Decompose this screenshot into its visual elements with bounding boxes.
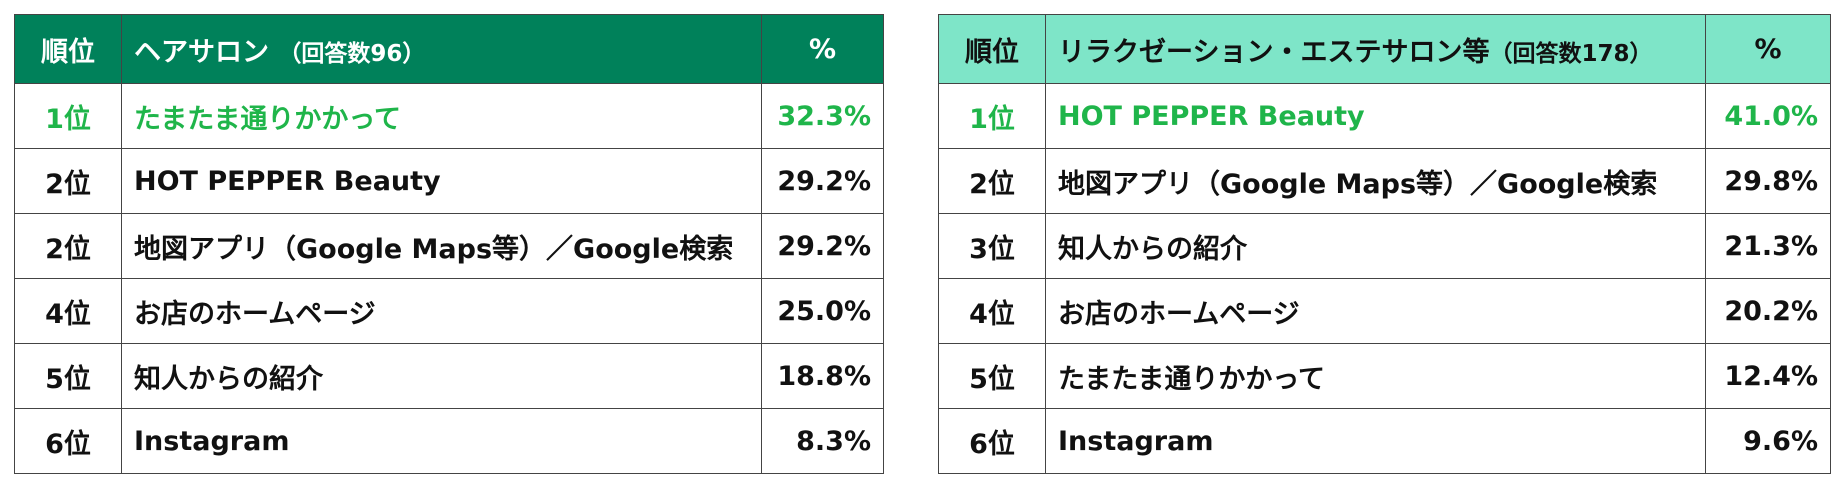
row-rank: 1位 xyxy=(14,83,122,149)
row-source: HOT PEPPER Beauty xyxy=(1045,83,1706,149)
table-row: 3位 知人からの紹介 21.3% xyxy=(938,213,1831,279)
row-percent: 29.2% xyxy=(761,148,884,214)
row-percent: 32.3% xyxy=(761,83,884,149)
row-source: 知人からの紹介 xyxy=(1045,213,1706,279)
table-row: 1位 HOT PEPPER Beauty 41.0% xyxy=(938,83,1831,149)
table-row: 6位 Instagram 9.6% xyxy=(938,408,1831,474)
table-row: 1位 たまたま通りかかって 32.3% xyxy=(14,83,884,149)
header-respondent-count: （回答数178） xyxy=(1489,40,1653,67)
table-row: 5位 たまたま通りかかって 12.4% xyxy=(938,343,1831,409)
header-category-title: ヘアサロン xyxy=(134,36,269,68)
row-percent: 29.2% xyxy=(761,213,884,279)
row-rank: 2位 xyxy=(938,148,1046,214)
table-header-row: 順位 ヘアサロン （回答数96） % xyxy=(14,14,884,84)
row-source: 地図アプリ（Google Maps等）／Google検索 xyxy=(121,213,762,279)
row-rank: 6位 xyxy=(938,408,1046,474)
row-percent: 29.8% xyxy=(1705,148,1831,214)
header-respondent-count: （回答数96） xyxy=(278,40,426,67)
header-category-title: リラクゼーション・エステサロン等 xyxy=(1058,36,1490,68)
row-percent: 9.6% xyxy=(1705,408,1831,474)
row-source: 地図アプリ（Google Maps等）／Google検索 xyxy=(1045,148,1706,214)
header-rank: 順位 xyxy=(938,14,1046,84)
row-rank: 4位 xyxy=(938,278,1046,344)
header-percent: % xyxy=(1705,14,1831,84)
row-percent: 20.2% xyxy=(1705,278,1831,344)
header-percent: % xyxy=(761,14,884,84)
row-source: HOT PEPPER Beauty xyxy=(121,148,762,214)
header-category: ヘアサロン （回答数96） xyxy=(121,14,762,84)
table-row: 4位 お店のホームページ 25.0% xyxy=(14,278,884,344)
row-rank: 2位 xyxy=(14,213,122,279)
row-source: たまたま通りかかって xyxy=(1045,343,1706,409)
row-source: Instagram xyxy=(1045,408,1706,474)
row-rank: 5位 xyxy=(14,343,122,409)
row-percent: 12.4% xyxy=(1705,343,1831,409)
table-row: 2位 HOT PEPPER Beauty 29.2% xyxy=(14,148,884,214)
header-rank: 順位 xyxy=(14,14,122,84)
row-percent: 18.8% xyxy=(761,343,884,409)
row-source: Instagram xyxy=(121,408,762,474)
row-percent: 21.3% xyxy=(1705,213,1831,279)
row-rank: 2位 xyxy=(14,148,122,214)
row-rank: 3位 xyxy=(938,213,1046,279)
hair-salon-ranking-table: 順位 ヘアサロン （回答数96） % 1位 たまたま通りかかって 32.3% 2… xyxy=(14,14,884,474)
table-row: 2位 地図アプリ（Google Maps等）／Google検索 29.2% xyxy=(14,213,884,279)
row-percent: 41.0% xyxy=(1705,83,1831,149)
row-percent: 25.0% xyxy=(761,278,884,344)
row-rank: 1位 xyxy=(938,83,1046,149)
header-category: リラクゼーション・エステサロン等（回答数178） xyxy=(1045,14,1706,84)
table-row: 4位 お店のホームページ 20.2% xyxy=(938,278,1831,344)
table-header-row: 順位 リラクゼーション・エステサロン等（回答数178） % xyxy=(938,14,1831,84)
table-row: 6位 Instagram 8.3% xyxy=(14,408,884,474)
row-percent: 8.3% xyxy=(761,408,884,474)
row-rank: 5位 xyxy=(938,343,1046,409)
table-row: 2位 地図アプリ（Google Maps等）／Google検索 29.8% xyxy=(938,148,1831,214)
row-source: たまたま通りかかって xyxy=(121,83,762,149)
row-source: お店のホームページ xyxy=(1045,278,1706,344)
row-source: お店のホームページ xyxy=(121,278,762,344)
row-source: 知人からの紹介 xyxy=(121,343,762,409)
table-row: 5位 知人からの紹介 18.8% xyxy=(14,343,884,409)
relaxation-salon-ranking-table: 順位 リラクゼーション・エステサロン等（回答数178） % 1位 HOT PEP… xyxy=(938,14,1831,474)
row-rank: 4位 xyxy=(14,278,122,344)
row-rank: 6位 xyxy=(14,408,122,474)
